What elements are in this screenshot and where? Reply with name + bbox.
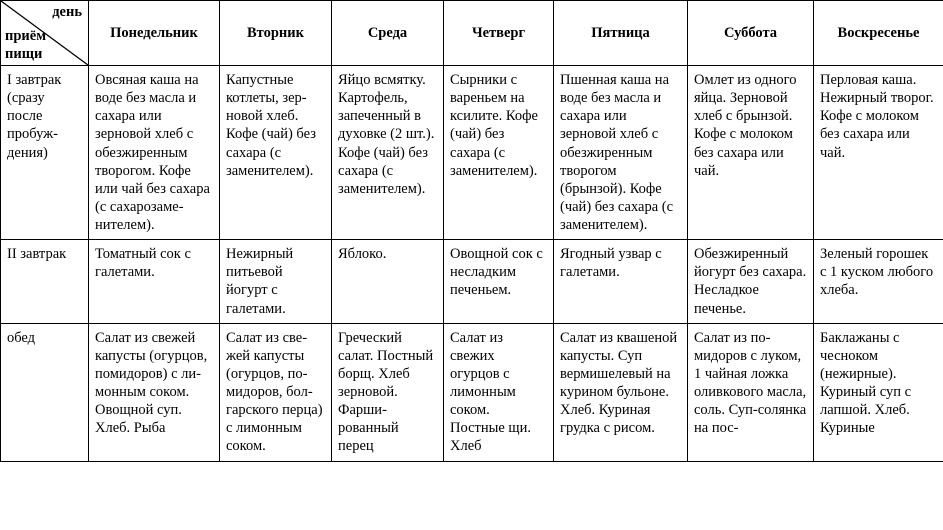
table-header: день приём пищи Понедельник Вторник Сред…: [1, 1, 943, 66]
col-header-mon: Понедельник: [89, 1, 220, 66]
cell: Салат из по­мидоров с лу­ком, 1 чайная л…: [688, 323, 814, 461]
col-header-sun: Воскресенье: [814, 1, 943, 66]
table-row: I завтрак (сразу после пробуж­дения) Овс…: [1, 66, 943, 240]
cell: Салат из свежих огурцов с лимон­ным соко…: [444, 323, 554, 461]
cell: Яблоко.: [332, 240, 444, 324]
cell: Яйцо всмят­ку. Карто­фель, запе­ченный в…: [332, 66, 444, 240]
cell: Салат из ква­шеной капусты. Суп вермише­…: [554, 323, 688, 461]
cell: Салат из све­жей капусты (огурцов, по­ми…: [220, 323, 332, 461]
cell: Нежирный питьевой йогурт с галетами.: [220, 240, 332, 324]
cell: Овсяная каша на воде без ма­сла и сахара…: [89, 66, 220, 240]
cell: Пшенная ка­ша на воде без масла и сахара…: [554, 66, 688, 240]
row-label: I завтрак (сразу после пробуж­дения): [1, 66, 89, 240]
col-header-thu: Четверг: [444, 1, 554, 66]
cell: Капустные котлеты, зер­новой хлеб. Кофе …: [220, 66, 332, 240]
row-label: обед: [1, 323, 89, 461]
cell: Ягодный узвар с галетами.: [554, 240, 688, 324]
table-row: обед Салат из све­жей капусты (огурцов, …: [1, 323, 943, 461]
cell: Салат из све­жей капусты (огурцов, по­ми…: [89, 323, 220, 461]
table-body: I завтрак (сразу после пробуж­дения) Овс…: [1, 66, 943, 462]
cell: Обезжирен­ный йогурт без сахара. Несладк…: [688, 240, 814, 324]
row-label: II завтрак: [1, 240, 89, 324]
col-header-wed: Среда: [332, 1, 444, 66]
cell: Сырники с вареньем на ксилите. Кофе (чай…: [444, 66, 554, 240]
cell: Баклажаны с чесноком (нежирные). Куриный…: [814, 323, 943, 461]
cell: Зеленый го­рошек с 1 куском любого хлеба…: [814, 240, 943, 324]
cell: Перловая каша. Не­жирный творог. Кофе с …: [814, 66, 943, 240]
header-axis-day: день: [52, 3, 82, 21]
cell: Томатный сок с галетами.: [89, 240, 220, 324]
cell: Омлет из одного яй­ца. Зерновой хлеб с б…: [688, 66, 814, 240]
meal-plan-table: день приём пищи Понедельник Вторник Сред…: [0, 0, 943, 462]
col-header-fri: Пятница: [554, 1, 688, 66]
cell: Греческий салат. Пост­ный борщ. Хлеб зер…: [332, 323, 444, 461]
col-header-sat: Суббота: [688, 1, 814, 66]
table-row: II завтрак Томатный сок с галетами. Нежи…: [1, 240, 943, 324]
col-header-tue: Вторник: [220, 1, 332, 66]
cell: Овощной сок с не­сладким печеньем.: [444, 240, 554, 324]
header-diagonal-cell: день приём пищи: [1, 1, 89, 66]
header-axis-meal: приём пищи: [5, 27, 46, 63]
